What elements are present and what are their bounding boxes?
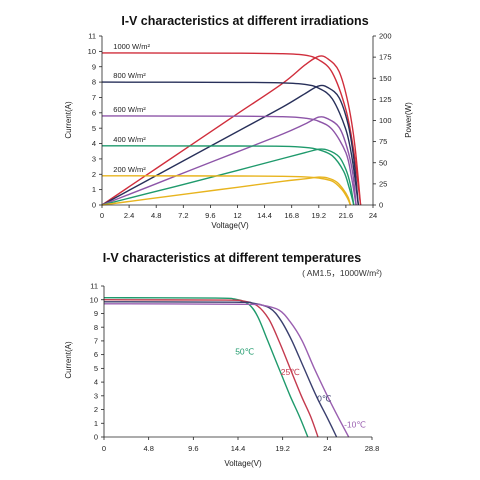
y-tick-label: 4 [92, 139, 96, 148]
chart2-x-ticks: 0 4.8 9.6 14.4 19.2 24 28.8 [102, 437, 379, 453]
iv-curve-800 [101, 81, 359, 206]
y2-tick-label: 150 [379, 74, 392, 83]
y2-tick-label: 125 [379, 95, 392, 104]
temperature-label: 25℃ [281, 367, 300, 377]
y2-tick-label: 50 [379, 158, 387, 167]
y-tick-label: 0 [92, 201, 96, 210]
series-label: 200 W/m² [113, 165, 146, 174]
chart1-y2-ticks: 0 25 50 75 100 125 150 175 200 [373, 32, 392, 210]
y-tick-label: 3 [92, 155, 96, 164]
y-tick-label: 2 [94, 405, 98, 414]
y-tick-label: 9 [94, 309, 98, 318]
temperature-label: -10℃ [344, 419, 366, 429]
y-tick-label: 7 [94, 337, 98, 346]
x-tick-label: 4.8 [143, 444, 153, 453]
y-tick-label: 3 [94, 391, 98, 400]
y-tick-label: 8 [94, 323, 98, 332]
x-tick-label: 21.6 [339, 211, 354, 220]
y-tick-label: 7 [92, 93, 96, 102]
x-tick-label: 9.6 [188, 444, 198, 453]
y-tick-label: 4 [94, 378, 98, 387]
chart2-y-label: Current(A) [64, 341, 73, 379]
y-tick-label: 11 [90, 282, 98, 291]
y2-tick-label: 175 [379, 53, 392, 62]
chart2-series-labels: 50℃ 25℃ 0℃ -10℃ [235, 347, 366, 430]
y-tick-label: 6 [92, 108, 96, 117]
temperature-label: 50℃ [235, 347, 254, 357]
x-tick-label: 16.8 [284, 211, 299, 220]
chart2-y-ticks: 0 1 2 3 4 5 6 7 8 9 10 11 [90, 282, 104, 442]
temperature-curve [103, 303, 350, 438]
power-curve-800 [101, 84, 359, 206]
x-tick-label: 4.8 [151, 211, 161, 220]
chart2-title: I-V characteristics at different tempera… [103, 251, 361, 265]
series-label: 1000 W/m² [113, 42, 150, 51]
iv-curve-600 [101, 115, 357, 206]
y2-tick-label: 200 [379, 32, 392, 41]
x-tick-label: 24 [323, 444, 331, 453]
power-curve-600 [101, 116, 357, 206]
y-tick-label: 1 [94, 419, 98, 428]
y-tick-label: 10 [90, 295, 98, 304]
temperature-curve [103, 299, 319, 438]
y2-tick-label: 25 [379, 179, 387, 188]
iv-curve-1000 [101, 52, 362, 206]
y2-tick-label: 0 [379, 201, 383, 210]
x-tick-label: 9.6 [205, 211, 215, 220]
chart1-series-labels: 1000 W/m² 800 W/m² 600 W/m² 400 W/m² 200 W/m… [113, 42, 150, 174]
x-tick-label: 19.2 [275, 444, 290, 453]
x-tick-label: 14.4 [231, 444, 246, 453]
power-curve-400 [101, 148, 355, 206]
chart1-title: I-V characteristics at different irradia… [121, 14, 368, 28]
x-tick-label: 12 [233, 211, 241, 220]
temperature-curve [103, 297, 309, 438]
series-label: 600 W/m² [113, 105, 146, 114]
chart1-y-label: Current(A) [64, 101, 73, 139]
chart1-y-ticks: 0 1 2 3 4 5 6 7 8 9 10 11 [88, 32, 102, 210]
chart1-x-ticks: 0 2.4 4.8 7.2 9.6 12 14.4 16.8 19.2 21.6 24 [100, 205, 377, 220]
y-tick-label: 0 [94, 433, 98, 442]
y-tick-label: 8 [92, 78, 96, 87]
x-tick-label: 7.2 [178, 211, 188, 220]
y-tick-label: 10 [88, 47, 96, 56]
temperature-curve [103, 301, 338, 438]
y-tick-label: 1 [92, 185, 96, 194]
x-tick-label: 14.4 [257, 211, 272, 220]
y-tick-label: 5 [92, 124, 96, 133]
y-tick-label: 9 [92, 62, 96, 71]
x-tick-label: 28.8 [365, 444, 380, 453]
x-tick-label: 24 [369, 211, 377, 220]
x-tick-label: 19.2 [311, 211, 326, 220]
series-label: 400 W/m² [113, 135, 146, 144]
power-curve-1000 [101, 55, 362, 206]
chart1-curves [101, 52, 362, 206]
chart2-subtitle: ( AM1.5，1000W/m²) [302, 268, 382, 278]
temperature-label: 0℃ [317, 393, 332, 403]
iv-curve-400 [101, 145, 355, 206]
chart2-curves [103, 297, 350, 438]
x-tick-label: 0 [100, 211, 104, 220]
y2-tick-label: 100 [379, 116, 392, 125]
iv-curve-200 [101, 175, 352, 206]
chart2-x-label: Voltage(V) [224, 459, 262, 468]
chart1-y2-label: Power(W) [404, 102, 413, 138]
y-tick-label: 2 [92, 170, 96, 179]
y-tick-label: 6 [94, 350, 98, 359]
y-tick-label: 11 [88, 32, 96, 41]
x-tick-label: 0 [102, 444, 106, 453]
y2-tick-label: 75 [379, 137, 387, 146]
chart1-x-label: Voltage(V) [211, 221, 249, 230]
y-tick-label: 5 [94, 364, 98, 373]
x-tick-label: 2.4 [124, 211, 134, 220]
series-label: 800 W/m² [113, 71, 146, 80]
